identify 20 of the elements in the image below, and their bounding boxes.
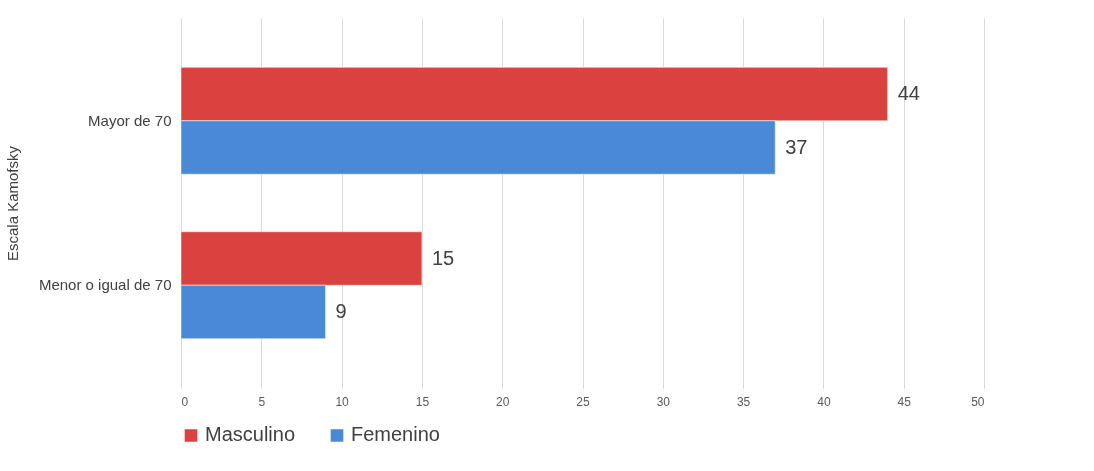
x-tick-label: 5: [258, 394, 266, 409]
x-tick-label: 50: [971, 394, 985, 409]
y-axis-title: Escala Kamofsky: [3, 145, 21, 262]
x-tick-label: 30: [656, 394, 671, 409]
data-label: 15: [431, 246, 455, 269]
x-tick-label: 35: [736, 394, 751, 409]
x-tick-label: 40: [817, 394, 831, 409]
x-tick-label: 20: [496, 394, 510, 409]
x-tick-label: 45: [897, 394, 912, 409]
data-label: 44: [897, 82, 920, 105]
data-label: 37: [785, 135, 808, 158]
x-tick-label: 0: [181, 394, 189, 409]
y-tick-label: Mayor de 70: [88, 111, 172, 129]
x-tick-label: 10: [335, 394, 350, 409]
y-tick-label: Menor o igual de 70: [38, 276, 172, 294]
legend-label: Masculino: [205, 423, 296, 446]
data-label: 9: [335, 299, 347, 322]
legend-label: Femenino: [351, 423, 440, 446]
x-tick-label: 15: [415, 394, 430, 409]
x-tick-label: 25: [576, 394, 590, 409]
